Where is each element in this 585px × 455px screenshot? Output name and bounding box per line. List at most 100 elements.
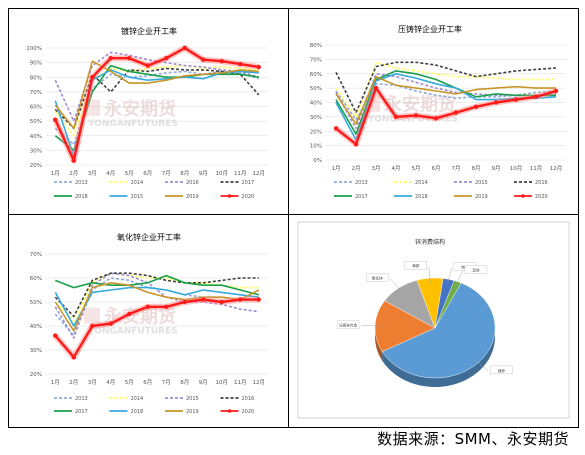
legend-label-2020: 2020: [535, 194, 548, 200]
series-point-2020: [333, 126, 339, 131]
x-tick-label: 8月: [180, 379, 189, 386]
legend-label-2015: 2015: [475, 180, 488, 186]
legend-label-2014: 2014: [131, 180, 144, 186]
consumption-pie-panel: 锌消费结构镀锌压铸锌合金氧化锌黄铜电池其他: [290, 216, 577, 426]
legend-label-2018: 2018: [131, 409, 144, 415]
series-point-2020: [393, 114, 399, 120]
series-point-2020: [493, 100, 499, 105]
pie-label-box: [490, 365, 513, 375]
y-tick-label: 70%: [310, 57, 322, 63]
legend-label-2013: 2013: [355, 180, 368, 186]
x-tick-label: 7月: [452, 165, 461, 172]
y-tick-label: 20%: [30, 163, 42, 169]
pie-slice-label: 氧化锌: [372, 276, 383, 281]
galvanizing-line-chart: 镀锌企业开工率 20% 30% 40% 50% 60% 70% 80% 90% 100% 1月 2月 3…: [26, 26, 268, 200]
x-tick-label: 1月: [51, 170, 60, 177]
series-point-2020: [256, 64, 261, 70]
y-tick-label: 50%: [30, 300, 42, 306]
pie-label-box: [336, 320, 360, 329]
x-tick-label: 4月: [106, 379, 115, 386]
series-point-2020: [238, 297, 243, 302]
x-tick-label: 3月: [372, 165, 381, 172]
legend-label-2015: 2015: [131, 194, 144, 200]
y-tick-label: 30%: [30, 348, 42, 354]
series-point-2020: [53, 333, 58, 338]
series-line-2018: [54, 286, 259, 327]
x-tick-label: 10月: [510, 165, 523, 172]
y-tick-label: 70%: [30, 252, 42, 258]
watermark-text-cn: 永安期货: [383, 94, 456, 116]
x-tick-label: 5月: [125, 170, 134, 177]
x-tick-label: 2月: [69, 170, 78, 177]
x-tick-label: 9月: [199, 170, 208, 177]
pie-leader-line: [361, 325, 382, 327]
y-tick-label: 100%: [26, 46, 42, 52]
series-point-2020: [90, 75, 95, 80]
series-point-2020: [71, 158, 76, 163]
watermark-text-en: YONGANFUTURES: [87, 119, 178, 129]
series-point-2020: [413, 113, 419, 118]
series-line-2017: [55, 274, 260, 296]
watermark-text-cn: 永安期货: [103, 306, 176, 328]
x-tick-label: 12月: [253, 379, 266, 386]
x-tick-label: 6月: [432, 165, 441, 172]
legend-label-2016: 2016: [535, 180, 548, 186]
series-line-2016: [54, 51, 260, 122]
series-point-2020: [182, 299, 187, 305]
x-tick-label: 11月: [530, 165, 543, 172]
series-point-2020: [219, 58, 224, 64]
pie-label-box: [464, 265, 488, 274]
series-point-2020: [373, 85, 379, 91]
series-point-2020: [513, 97, 519, 102]
y-tick-label: 0%: [313, 158, 322, 164]
x-tick-label: 12月: [550, 165, 563, 172]
x-tick-label: 10月: [216, 170, 229, 177]
data-source-note: 数据来源：SMM、永安期货: [377, 430, 569, 448]
series-point-2020: [238, 61, 243, 67]
legend-label-2019: 2019: [475, 194, 488, 200]
y-tick-label: 70%: [30, 90, 42, 96]
series-point-2020: [53, 117, 58, 122]
series-point-2020: [108, 321, 113, 326]
chart-title: 镀锌企业开工率: [121, 26, 177, 36]
x-tick-label: 5月: [412, 165, 421, 172]
series-point-2020: [145, 63, 150, 68]
diecast-chart-panel: 压铸锌企业开工率 0% 10% 20% 30% 40% 50% 60% 70% 80% 1月 2月 3月…: [290, 10, 577, 212]
series-line-2016: [54, 272, 259, 318]
watermark-text-en: YONGANFUTURES: [367, 115, 458, 125]
y-tick-label: 10%: [310, 144, 322, 150]
x-tick-label: 12月: [253, 170, 266, 177]
series-point-2020: [108, 56, 113, 61]
series-point-2020: [182, 45, 187, 51]
pie-leader-line: [473, 358, 489, 372]
legend-marker-2020: [227, 409, 232, 413]
consumption-pie-chart: 锌消费结构镀锌压铸锌合金氧化锌黄铜电池其他: [297, 221, 570, 419]
pie-label-box: [366, 273, 389, 282]
x-tick-label: 1月: [51, 379, 60, 386]
x-tick-label: 4月: [106, 170, 115, 177]
x-tick-label: 11月: [234, 170, 247, 177]
series-point-2020: [353, 141, 359, 147]
x-tick-label: 3月: [88, 379, 97, 386]
series-line-2020: [54, 46, 259, 162]
panel-divider-vertical: [288, 8, 289, 428]
zinc-oxide-line-chart: 氧化锌企业开工率 20% 30% 40% 50% 60% 70% 1月 2月 3月 4月 5月 6月 7月…: [30, 232, 268, 415]
series-point-2020: [145, 304, 150, 309]
x-tick-label: 10月: [216, 379, 229, 386]
x-tick-label: 2月: [69, 379, 78, 386]
series-point-2020: [127, 56, 132, 61]
y-tick-label: 90%: [30, 61, 42, 67]
series-point-2020: [164, 304, 169, 309]
chart-title: 氧化锌企业开工率: [117, 232, 181, 242]
series-point-2020: [473, 104, 479, 110]
series-line-2018: [54, 64, 259, 152]
series-line-2017: [54, 67, 260, 130]
x-tick-label: 5月: [125, 379, 134, 386]
legend-label-2014: 2014: [415, 180, 428, 186]
zinc-oxide-chart-panel: 氧化锌企业开工率 20% 30% 40% 50% 60% 70% 1月 2月 3月 4月 5月 6月 7月…: [10, 216, 286, 426]
y-tick-label: 60%: [30, 276, 42, 282]
watermark-text-cn: 永安期货: [103, 98, 176, 120]
chart-title: 压铸锌企业开工率: [398, 24, 462, 34]
series-point-2020: [453, 110, 459, 115]
legend-label-2017: 2017: [242, 180, 255, 186]
